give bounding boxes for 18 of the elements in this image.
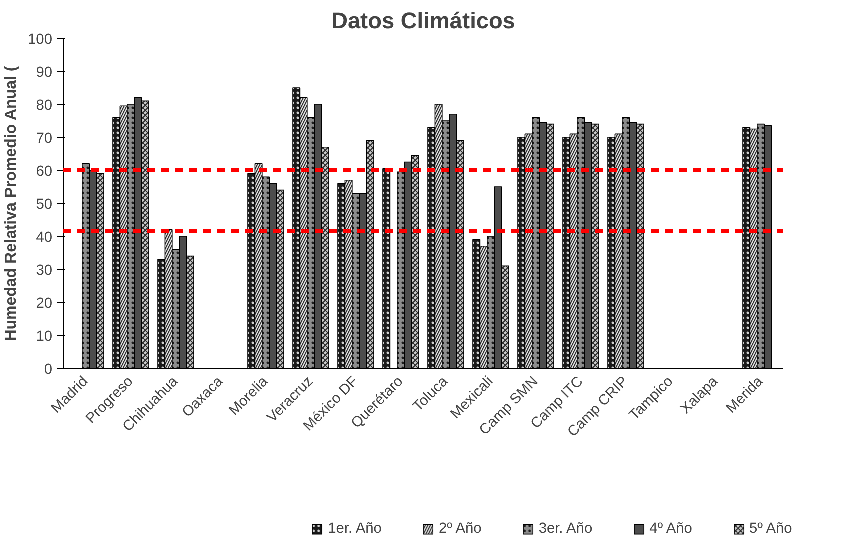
y-axis-title: Humedad Relativa Promedio Anual (: [3, 66, 20, 342]
y-tick-label: 100: [28, 32, 53, 48]
y-tick-label: 90: [36, 65, 53, 81]
y-tick-label: 40: [36, 230, 53, 246]
legend-label: 4º Año: [650, 520, 692, 536]
y-tick-label: 30: [36, 263, 53, 279]
legend-label: 2º Año: [438, 520, 482, 536]
y-tick-label: 70: [36, 131, 53, 147]
y-tick-label: 50: [36, 197, 53, 213]
y-tick-label: 60: [36, 164, 53, 180]
chart-title: Datos Climáticos: [332, 8, 516, 34]
legend-label: 5º Año: [749, 520, 792, 536]
y-tick-label: 0: [44, 362, 53, 378]
y-tick-label: 10: [36, 329, 53, 345]
y-tick-label: 80: [36, 98, 53, 114]
y-tick-label: 20: [36, 296, 53, 312]
legend-label: 3er. Año: [538, 520, 593, 536]
legend-label: 1er. Año: [328, 520, 382, 536]
